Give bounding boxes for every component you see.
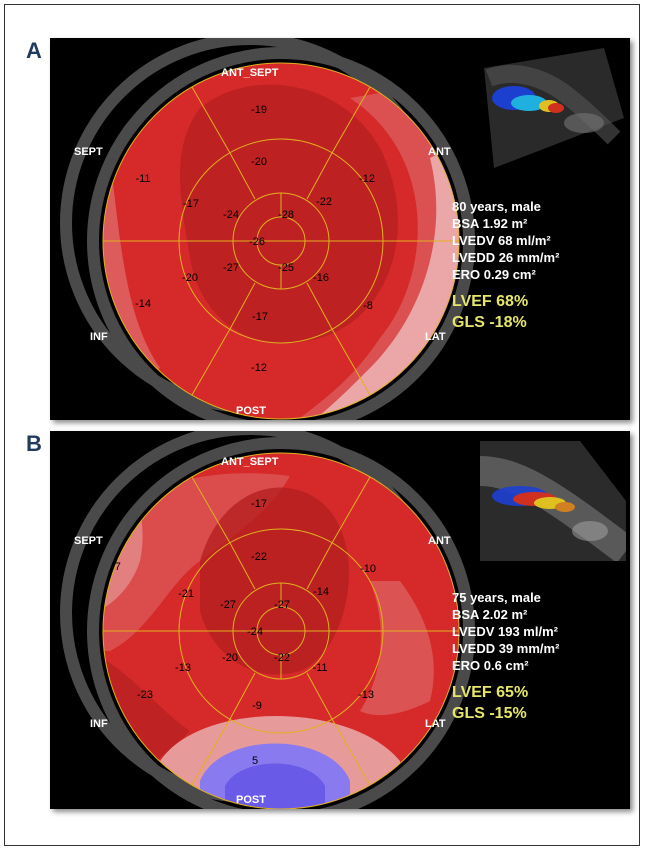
segment-value: -16: [313, 272, 329, 284]
label-lat: LAT: [425, 718, 446, 730]
segment-value: -12: [251, 362, 267, 374]
ero: ERO 0.6 cm²: [452, 658, 529, 673]
segment-value-apex: -26: [249, 236, 265, 248]
label-sept: SEPT: [74, 146, 103, 158]
segment-value: -8: [363, 300, 373, 312]
lvedv: LVEDV 68 ml/m²: [452, 233, 551, 248]
segment-value-apex: -24: [247, 626, 263, 638]
segment-value: -27: [223, 262, 239, 274]
label-ant: ANT: [428, 535, 451, 547]
segment-value: -28: [278, 209, 294, 221]
segment-value: -23: [137, 689, 153, 701]
patient-info-a: 80 years, male BSA 1.92 m² LVEDV 68 ml/m…: [452, 198, 559, 333]
segment-grid: [102, 452, 460, 809]
ero: ERO 0.29 cm²: [452, 267, 536, 282]
gls: GLS -15%: [452, 705, 527, 722]
segment-value: 5: [252, 755, 258, 767]
doppler-image-b: [480, 441, 626, 561]
segment-value: -20: [222, 652, 238, 664]
label-ant: ANT: [428, 146, 451, 158]
segment-value: -22: [274, 652, 290, 664]
age-sex: 80 years, male: [452, 199, 541, 214]
doppler-image-a: [474, 48, 624, 168]
lvedd: LVEDD 39 mm/m²: [452, 641, 560, 656]
segment-value: -22: [251, 551, 267, 563]
bsa: BSA 2.02 m²: [452, 607, 528, 622]
outer-ring: [87, 47, 475, 420]
label-ant-sept: ANT_SEPT: [221, 67, 279, 79]
segment-value: -27: [274, 599, 290, 611]
label-sept: SEPT: [74, 535, 103, 547]
panel-letter-a: A: [26, 38, 42, 63]
segment-value: -21: [178, 588, 194, 600]
segment-value: -7: [111, 561, 121, 573]
panel-a: ANT_SEPT SEPT ANT INF LAT POST -19 -12 -…: [50, 38, 630, 420]
patient-info-b: 75 years, male BSA 2.02 m² LVEDV 193 ml/…: [452, 589, 559, 724]
bsa: BSA 1.92 m²: [452, 216, 528, 231]
label-post: POST: [236, 794, 266, 806]
segment-value: -13: [175, 662, 191, 674]
panel-letter-b: B: [26, 431, 42, 456]
lvedd: LVEDD 26 mm/m²: [452, 250, 560, 265]
segment-value: -17: [183, 198, 199, 210]
gls: GLS -18%: [452, 314, 527, 331]
segment-value: -14: [135, 298, 151, 310]
segment-value: -17: [251, 498, 267, 510]
segment-value: -13: [358, 689, 374, 701]
segment-value: -22: [316, 196, 332, 208]
segment-value: -17: [252, 311, 268, 323]
panel-b: ANT_SEPT SEPT ANT INF LAT POST -17 -10 -…: [50, 431, 630, 809]
age-sex: 75 years, male: [452, 590, 541, 605]
segment-value: -20: [182, 272, 198, 284]
segment-value: -11: [312, 662, 327, 674]
label-post: POST: [236, 405, 266, 417]
lvedv: LVEDV 193 ml/m²: [452, 624, 558, 639]
segment-value: -25: [278, 262, 294, 274]
label-lat: LAT: [425, 331, 446, 343]
segment-value: -19: [251, 104, 267, 116]
segment-value: -9: [252, 700, 262, 712]
bullseye-b: ANT_SEPT SEPT ANT INF LAT POST -17 -10 -…: [60, 431, 475, 809]
bullseye-a: ANT_SEPT SEPT ANT INF LAT POST -19 -12 -…: [60, 38, 475, 420]
segment-value: -24: [223, 209, 239, 221]
segment-value: -20: [251, 156, 267, 168]
segment-value: -11: [135, 173, 150, 185]
label-inf: INF: [90, 331, 108, 343]
outer-ring: [87, 437, 475, 809]
segment-value: -14: [313, 586, 329, 598]
segment-grid: [102, 62, 460, 420]
lvef: LVEF 65%: [452, 684, 529, 701]
label-inf: INF: [90, 718, 108, 730]
segment-value: -12: [359, 173, 375, 185]
segment-value: -27: [220, 599, 236, 611]
segment-value: -10: [360, 563, 376, 575]
lvef: LVEF 68%: [452, 293, 529, 310]
label-ant-sept: ANT_SEPT: [221, 456, 279, 468]
